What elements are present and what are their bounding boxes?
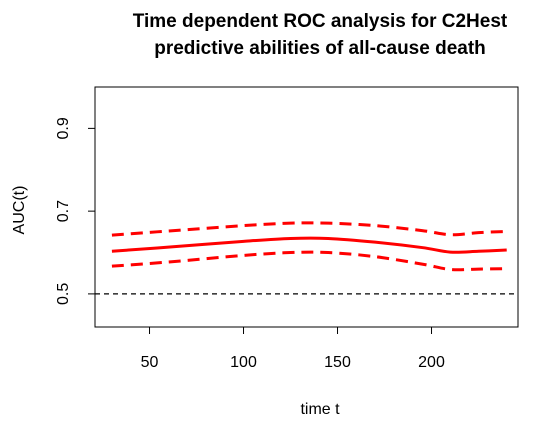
x-tick-label-150: 150 bbox=[324, 354, 351, 371]
auc-upper-ci-line bbox=[111, 221, 507, 237]
y-tick-label-0.7: 0.7 bbox=[55, 200, 72, 222]
plot-frame bbox=[94, 86, 519, 328]
x-axis-label: time t bbox=[300, 401, 340, 418]
x-tick-label-50: 50 bbox=[141, 354, 159, 371]
y-tick-label-0.9: 0.9 bbox=[55, 117, 72, 139]
chart-title-line-2: predictive abilities of all-cause death bbox=[154, 38, 486, 59]
x-tick-label-200: 200 bbox=[418, 354, 445, 371]
plot-area: 50 100 150 200 0.5 0.7 0.9 bbox=[55, 86, 519, 371]
y-tick-label-0.5: 0.5 bbox=[55, 283, 72, 305]
auc-lower-ci-line bbox=[111, 250, 507, 272]
chart-title-line-1: Time dependent ROC analysis for C2Hest bbox=[133, 11, 508, 32]
y-axis-label: AUC(t) bbox=[11, 186, 28, 235]
x-tick-label-100: 100 bbox=[230, 354, 257, 371]
auc-estimate-line bbox=[111, 236, 507, 254]
